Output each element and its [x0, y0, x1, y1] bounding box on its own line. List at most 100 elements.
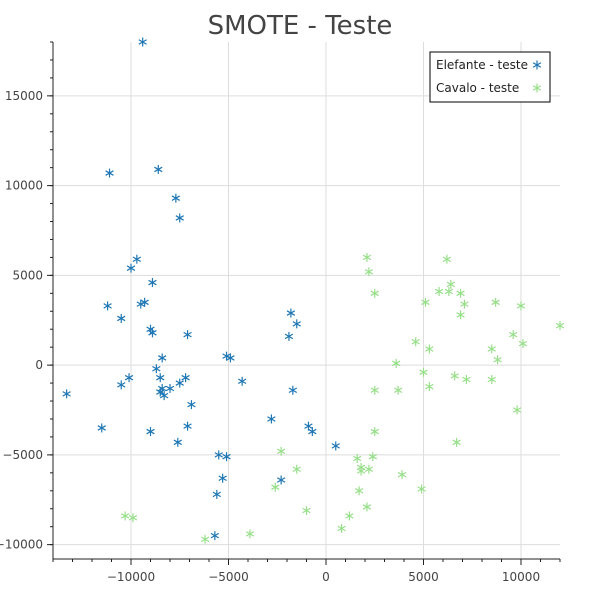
data-point-cavalo	[419, 367, 428, 377]
data-point-elefante	[237, 376, 247, 386]
data-point-elefante	[156, 373, 165, 383]
data-point-cavalo	[452, 437, 461, 447]
data-point-elefante	[276, 475, 286, 485]
y-tick-label: −10000	[0, 538, 43, 552]
data-point-elefante	[183, 421, 192, 431]
x-tick-label: 0	[322, 570, 330, 584]
data-point-cavalo	[425, 344, 434, 354]
data-point-elefante	[165, 383, 175, 393]
data-point-cavalo	[128, 513, 138, 523]
data-point-elefante	[226, 353, 235, 363]
data-point-elefante	[218, 473, 227, 483]
data-point-elefante	[148, 328, 157, 338]
data-point-elefante	[175, 213, 184, 223]
data-point-elefante	[171, 193, 181, 203]
data-point-cavalo	[271, 482, 280, 492]
data-point-cavalo	[442, 254, 452, 264]
series-cavalo	[120, 252, 565, 544]
data-point-cavalo	[555, 321, 565, 331]
data-point-cavalo	[493, 355, 502, 365]
data-point-elefante	[267, 414, 276, 424]
data-point-cavalo	[425, 382, 434, 392]
series-elefante	[62, 37, 340, 541]
data-point-elefante	[173, 437, 182, 447]
legend-marker-symbol	[532, 60, 542, 70]
data-point-cavalo	[362, 502, 372, 512]
data-point-elefante	[210, 531, 220, 541]
data-point-cavalo	[245, 529, 255, 539]
data-point-elefante	[136, 299, 145, 309]
data-point-elefante	[159, 391, 169, 401]
data-point-cavalo	[456, 310, 465, 320]
data-point-cavalo	[411, 337, 420, 347]
data-point-cavalo	[446, 279, 455, 289]
data-point-elefante	[292, 319, 301, 329]
data-point-cavalo	[421, 297, 430, 307]
data-point-cavalo	[302, 506, 311, 516]
legend-label-elefante: Elefante - teste	[436, 58, 528, 72]
data-point-cavalo	[120, 511, 130, 521]
data-point-cavalo	[417, 484, 426, 494]
data-point-elefante	[187, 400, 196, 410]
legend: Elefante - teste Cavalo - teste	[429, 51, 551, 103]
data-point-elefante	[117, 380, 126, 390]
data-point-cavalo	[450, 371, 459, 381]
data-point-cavalo	[444, 287, 454, 297]
data-point-elefante	[97, 423, 106, 433]
data-point-elefante	[158, 353, 167, 363]
data-point-cavalo	[362, 252, 372, 262]
y-tick-label: −5000	[2, 448, 43, 462]
data-point-cavalo	[345, 511, 354, 521]
data-point-elefante	[117, 313, 126, 323]
y-tick-label: 5000	[12, 268, 43, 282]
data-point-elefante	[132, 254, 142, 264]
data-point-cavalo	[200, 534, 210, 544]
data-point-elefante	[288, 385, 298, 395]
data-point-elefante	[331, 441, 340, 451]
data-point-elefante	[181, 373, 190, 383]
data-point-cavalo	[512, 405, 522, 415]
data-point-elefante	[212, 489, 221, 499]
data-point-elefante	[124, 373, 134, 383]
data-point-elefante	[148, 278, 157, 288]
data-point-elefante	[154, 164, 163, 174]
data-point-cavalo	[353, 453, 362, 463]
legend-box	[429, 51, 551, 103]
data-point-cavalo	[456, 288, 465, 298]
data-point-elefante	[156, 387, 165, 397]
chart-title: SMOTE - Teste	[208, 11, 393, 41]
y-tick-label: 10000	[5, 179, 43, 193]
data-point-cavalo	[462, 374, 471, 384]
data-point-cavalo	[337, 523, 346, 533]
data-point-elefante	[304, 421, 313, 431]
data-point-cavalo	[487, 344, 496, 354]
y-tick-label: 0	[35, 358, 43, 372]
data-point-cavalo	[518, 339, 528, 349]
data-point-cavalo	[276, 446, 286, 456]
data-point-cavalo	[354, 486, 364, 496]
data-point-elefante	[183, 330, 192, 340]
data-point-elefante	[222, 452, 231, 462]
data-point-cavalo	[491, 297, 500, 307]
data-point-elefante	[62, 389, 71, 399]
data-point-cavalo	[364, 267, 374, 277]
data-point-cavalo	[434, 287, 444, 297]
data-point-cavalo	[516, 301, 526, 311]
data-point-elefante	[175, 378, 184, 388]
data-point-cavalo	[397, 470, 407, 480]
data-point-elefante	[105, 168, 114, 178]
data-point-cavalo	[356, 466, 366, 476]
x-tick-label: −10000	[107, 570, 155, 584]
data-point-elefante	[103, 301, 112, 311]
legend-marker-symbol	[532, 83, 542, 93]
data-point-cavalo	[393, 385, 403, 395]
plot-area: −10000 −5000 0 5000 10000 −10000 −5000 0 5000 100…	[0, 37, 565, 584]
legend-marker-elefante	[532, 60, 542, 70]
data-point-cavalo	[364, 464, 374, 474]
data-point-cavalo	[292, 464, 301, 474]
data-point-cavalo	[460, 299, 469, 309]
y-tick-label: 15000	[5, 89, 43, 103]
data-point-elefante	[126, 263, 136, 273]
legend-label-cavalo: Cavalo - teste	[436, 81, 519, 95]
